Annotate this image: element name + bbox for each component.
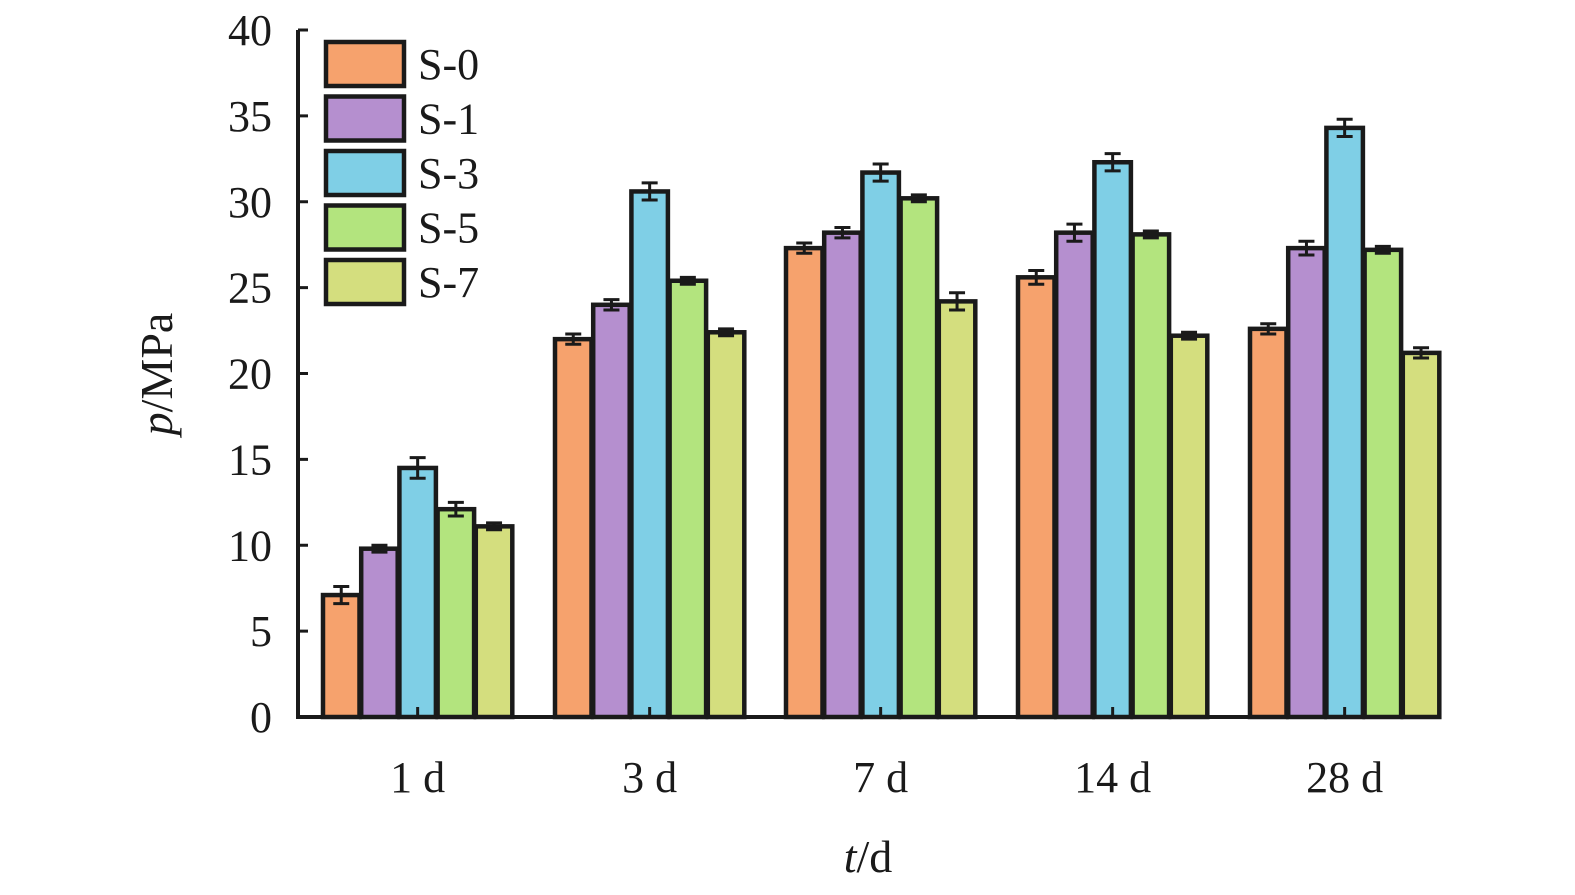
bar-s-1-5: [1285, 245, 1327, 720]
y-tick-label-35: 35: [228, 92, 272, 141]
bar-s-1-1: [358, 546, 400, 720]
x-tick-label-3: 7 d: [853, 753, 908, 802]
error-bar-s-1-1: [371, 543, 388, 554]
legend-swatch: [323, 94, 407, 143]
y-axis-label-var: p: [131, 412, 182, 438]
legend-swatch: [323, 203, 407, 252]
error-bar-s-7-4: [1181, 330, 1198, 341]
bar-s-1-3: [821, 230, 863, 720]
bar-s-7-2: [705, 330, 747, 720]
legend: S-0 S-1 S-3 S-5 S-7: [323, 39, 479, 307]
bar-s-7-1: [473, 524, 515, 720]
x-axis-label: t/d: [844, 831, 893, 882]
legend-item-s-0: S-0: [323, 39, 479, 89]
error-bar-s-5-4: [1142, 229, 1159, 240]
bar-s-1-4: [1053, 230, 1095, 720]
x-tick-label-1: 1 d: [390, 753, 445, 802]
legend-item-s-7: S-7: [323, 257, 479, 307]
legend-label: S-1: [418, 95, 479, 144]
bar-s-0-2: [552, 336, 594, 720]
error-bar-s-1-5: [1298, 239, 1315, 257]
bar-s-5-1: [435, 506, 477, 720]
legend-item-s-1: S-1: [323, 94, 479, 144]
bar-s-0-1: [320, 592, 362, 720]
error-bar-s-3-5: [1336, 117, 1353, 138]
x-tick-label-4: 14 d: [1074, 753, 1151, 802]
x-ticks: 1 d 3 d 7 d 14 d 28 d: [390, 707, 1383, 802]
axis-labels: t/d p/MPa: [131, 313, 892, 882]
x-tick-label-5: 28 d: [1306, 753, 1383, 802]
y-tick-label-25: 25: [228, 264, 272, 313]
legend-item-s-5: S-5: [323, 203, 479, 253]
bar-s-3-1: [397, 465, 439, 720]
y-tick-label-15: 15: [228, 435, 272, 484]
error-bar-s-3-1: [409, 456, 426, 480]
error-bars-layer: [333, 117, 1430, 606]
x-axis-label-var: t: [844, 831, 858, 882]
error-bar-s-0-2: [565, 332, 582, 346]
error-bar-s-7-2: [718, 327, 735, 338]
bar-s-5-5: [1362, 247, 1404, 720]
bar-s-5-2: [667, 278, 709, 720]
error-bar-s-0-1: [333, 584, 350, 606]
error-bar-s-7-3: [949, 291, 966, 312]
legend-swatch: [323, 39, 407, 89]
error-bar-s-3-2: [641, 181, 658, 202]
error-bar-s-5-5: [1374, 244, 1391, 255]
y-axis-label: p/MPa: [131, 313, 182, 439]
bar-s-5-4: [1130, 232, 1172, 720]
error-bar-s-3-4: [1104, 152, 1121, 173]
error-bar-s-5-1: [447, 500, 464, 518]
legend-label: S-5: [418, 204, 479, 253]
error-bar-s-5-3: [910, 193, 927, 204]
y-tick-label-20: 20: [228, 350, 272, 399]
x-tick-label-2: 3 d: [622, 753, 677, 802]
y-tick-label-5: 5: [250, 607, 272, 656]
y-tick-label-0: 0: [250, 693, 272, 742]
bar-s-0-5: [1247, 326, 1289, 720]
error-bar-s-0-5: [1260, 322, 1277, 336]
bar-s-7-5: [1400, 350, 1442, 720]
bar-s-1-2: [590, 302, 632, 720]
error-bar-s-7-5: [1413, 346, 1430, 360]
error-bar-s-1-3: [834, 226, 851, 240]
error-bar-s-1-4: [1066, 222, 1083, 243]
legend-label: S-0: [418, 40, 479, 89]
legend-swatch: [323, 257, 407, 307]
bar-s-0-3: [783, 245, 825, 720]
y-ticks: 0 5 10 15 20 25 30 35 40: [228, 6, 308, 742]
y-axis-label-unit: /MPa: [131, 313, 182, 413]
error-bar-s-0-4: [1028, 268, 1045, 286]
error-bar-s-7-1: [486, 521, 503, 532]
legend-item-s-3: S-3: [323, 148, 479, 198]
bar-s-7-3: [936, 299, 978, 720]
error-bar-s-0-3: [796, 241, 813, 255]
bar-s-3-2: [629, 189, 671, 720]
bar-s-5-3: [898, 196, 940, 720]
bar-s-3-4: [1092, 159, 1134, 720]
bars-layer: [320, 125, 1442, 720]
legend-swatch: [323, 148, 407, 198]
y-tick-label-30: 30: [228, 178, 272, 227]
legend-label: S-3: [418, 149, 479, 198]
bar-s-7-4: [1168, 333, 1210, 720]
error-bar-s-1-2: [603, 298, 620, 312]
bar-s-3-5: [1324, 125, 1366, 720]
bar-s-0-4: [1015, 275, 1057, 720]
y-tick-label-40: 40: [228, 6, 272, 55]
bar-s-3-3: [860, 170, 902, 720]
legend-label: S-7: [418, 258, 479, 307]
error-bar-s-5-2: [679, 275, 696, 286]
x-axis-label-unit: /d: [857, 831, 893, 882]
y-tick-label-10: 10: [228, 521, 272, 570]
error-bar-s-3-3: [872, 162, 889, 183]
